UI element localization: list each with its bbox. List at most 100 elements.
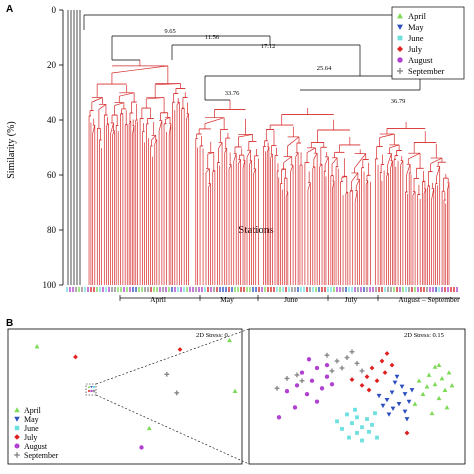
- dendrogram-branch: [246, 150, 251, 158]
- overview-point: [227, 337, 232, 343]
- detail-point: [402, 409, 408, 414]
- station-label: [444, 287, 446, 292]
- legend-b-label: May: [24, 415, 39, 424]
- dendrogram-branch: [218, 142, 223, 149]
- legend-b-marker: [14, 434, 20, 440]
- station-label: [237, 287, 239, 292]
- station-label: [213, 287, 215, 292]
- y-tick-label: 40: [47, 115, 57, 125]
- detail-point: [389, 390, 395, 395]
- station-label: [396, 287, 398, 292]
- station-label: [357, 287, 359, 292]
- detail-point: [436, 395, 442, 401]
- detail-point: [367, 429, 371, 434]
- station-label: [264, 287, 266, 292]
- overview-cluster-point: [90, 385, 93, 389]
- dendrogram-branch: [354, 190, 358, 202]
- station-label: [309, 287, 311, 292]
- station-label: [165, 287, 167, 292]
- station-label: [441, 287, 443, 292]
- station-label: [393, 287, 395, 292]
- station-label: [117, 287, 119, 292]
- zoom-line-bottom: [95, 394, 250, 465]
- dendrogram-branch: [238, 134, 253, 138]
- dendrogram-branch: [151, 135, 157, 141]
- station-label: [315, 287, 317, 292]
- detail-point: [384, 397, 390, 403]
- station-label: [195, 287, 197, 292]
- dendrogram-branch: [431, 188, 435, 201]
- station-label: [159, 287, 161, 292]
- legend-a-label: September: [408, 66, 445, 76]
- detail-point: [380, 403, 386, 409]
- legend-a-box: [391, 6, 465, 80]
- dendrogram-branch: [400, 160, 404, 166]
- node-label: 36.79: [391, 98, 406, 105]
- dendrogram-branch: [98, 104, 107, 110]
- station-label: [279, 287, 281, 292]
- panel-b-letter: B: [6, 318, 13, 329]
- nmds-panel: 2D Stress: 0 2D Stress: 0.15 AprilMayJun…: [7, 328, 466, 465]
- station-label: [225, 287, 227, 292]
- station-label: [243, 287, 245, 292]
- y-tick-label: 100: [43, 280, 57, 290]
- overview-point: [232, 388, 238, 393]
- detail-point: [309, 378, 315, 383]
- detail-points: [274, 349, 455, 443]
- station-label: [408, 287, 410, 292]
- station-label: [126, 287, 128, 292]
- station-label: [246, 287, 248, 292]
- legend-a-marker: [397, 46, 403, 52]
- dendrogram-tree: [67, 10, 450, 285]
- detail-point: [329, 368, 335, 374]
- detail-point: [416, 378, 422, 383]
- dendrogram-branch: [270, 153, 273, 159]
- station-label: [171, 287, 173, 292]
- overview-point: [177, 347, 183, 352]
- detail-point: [366, 387, 372, 393]
- station-label: [354, 287, 356, 292]
- station-label: [303, 287, 305, 292]
- y-axis-label: Similarity (%): [6, 121, 17, 179]
- dendrogram-branch: [287, 136, 300, 147]
- detail-frame: [248, 328, 466, 465]
- detail-point: [314, 399, 320, 404]
- month-label: July: [345, 295, 358, 304]
- overview-point: [73, 354, 78, 360]
- station-label: [87, 287, 89, 292]
- station-label: [420, 287, 422, 292]
- dendrogram-branch: [205, 168, 210, 173]
- dendrogram-branch: [165, 116, 171, 120]
- detail-point: [402, 392, 408, 397]
- station-label: [429, 287, 431, 292]
- station-label: [135, 287, 137, 292]
- detail-point: [449, 383, 455, 388]
- dendrogram-branch: [283, 156, 292, 164]
- station-label: [327, 287, 329, 292]
- detail-point: [349, 377, 355, 382]
- station-label: [72, 287, 74, 292]
- station-label: [201, 287, 203, 292]
- legend-b-marker: [14, 443, 20, 449]
- detail-point: [304, 391, 310, 397]
- overview-point: [174, 390, 180, 396]
- detail-point: [360, 438, 364, 443]
- station-label: [105, 287, 107, 292]
- dendrogram-branch: [224, 148, 228, 153]
- detail-point: [339, 365, 345, 371]
- station-label: [381, 287, 383, 292]
- detail-point: [426, 372, 432, 377]
- station-label: [453, 287, 455, 292]
- dendrogram-branch: [295, 152, 299, 157]
- legend-a-label: May: [408, 22, 424, 32]
- dendrogram-branch: [387, 153, 392, 166]
- station-label: [351, 287, 353, 292]
- station-label: [192, 287, 194, 292]
- station-label: [249, 287, 251, 292]
- detail-point: [374, 378, 380, 384]
- dendrogram-branch: [306, 147, 316, 153]
- station-label: [312, 287, 314, 292]
- station-label: [411, 287, 413, 292]
